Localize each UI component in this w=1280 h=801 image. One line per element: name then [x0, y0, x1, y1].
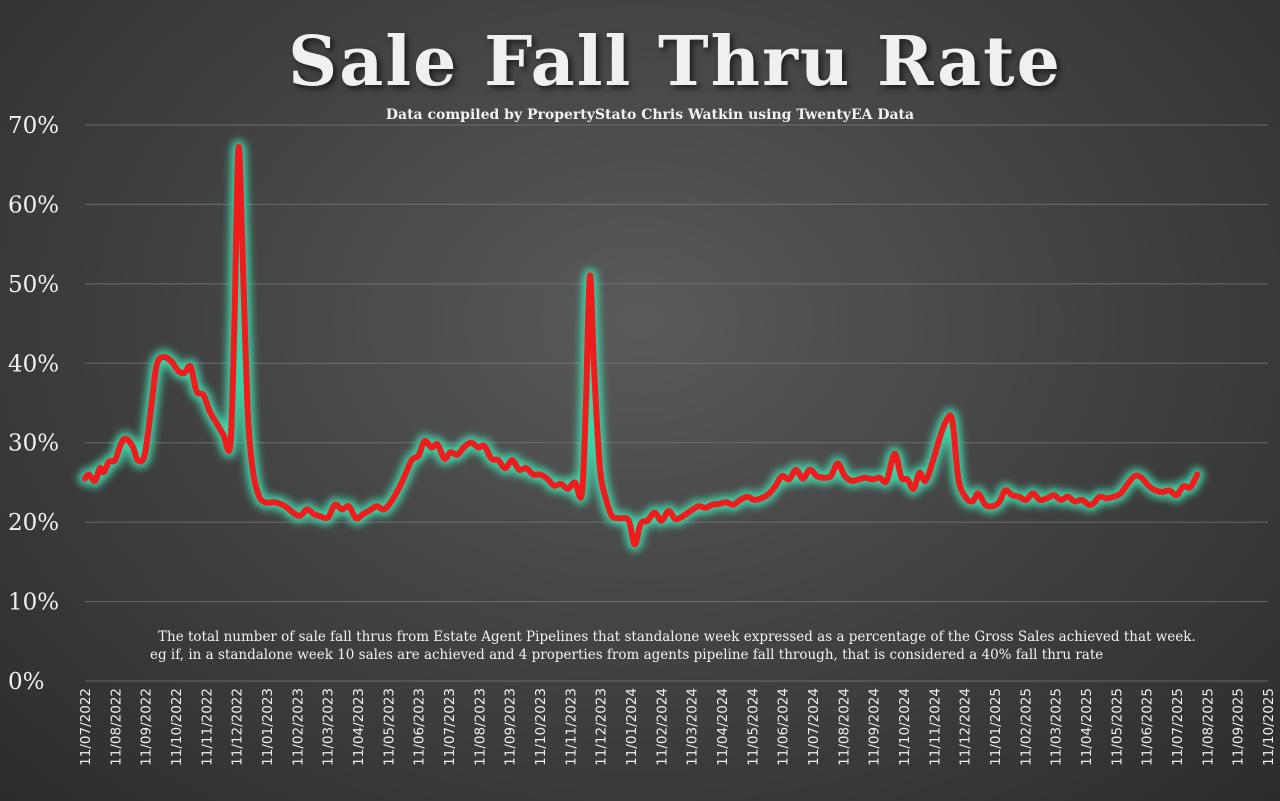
x-tick-label: 11/11/2024: [927, 688, 943, 766]
grid-lines: [85, 124, 1268, 682]
x-axis: 11/07/2022 11/08/2022 11/09/2022 11/10/2022…: [78, 688, 1277, 766]
x-tick-label: 11/10/2022: [169, 688, 185, 766]
x-tick-label: 11/01/2024: [624, 688, 640, 766]
x-tick-label: 11/02/2025: [1018, 688, 1034, 766]
x-tick-label: 11/03/2025: [1049, 688, 1065, 766]
note-line-2: eg if, in a standalone week 10 sales are…: [150, 647, 1104, 663]
x-tick-label: 11/10/2024: [897, 688, 913, 766]
series-line-glow: [78, 140, 1205, 552]
y-tick-label: 0%: [8, 669, 45, 695]
x-tick-label: 11/03/2024: [685, 688, 701, 766]
y-tick-label: 30%: [8, 431, 59, 457]
x-tick-label: 11/05/2025: [1109, 688, 1125, 766]
series-group: [78, 140, 1205, 552]
note-line-1: The total number of sale fall thrus from…: [158, 629, 1196, 645]
x-tick-label: 11/03/2023: [321, 688, 337, 766]
x-tick-label: 11/09/2025: [1231, 688, 1247, 766]
x-tick-label: 11/01/2023: [260, 688, 276, 766]
x-tick-label: 11/12/2024: [958, 688, 974, 766]
x-tick-label: 11/02/2024: [654, 688, 670, 766]
x-tick-label: 11/04/2024: [715, 688, 731, 766]
x-tick-label: 11/11/2022: [199, 688, 215, 766]
chart-note: The total number of sale fall thrus from…: [150, 628, 1250, 664]
x-tick-label: 11/06/2025: [1140, 688, 1156, 766]
y-tick-label: 20%: [8, 510, 59, 536]
x-tick-label: 11/09/2022: [139, 688, 155, 766]
x-tick-label: 11/07/2022: [78, 688, 94, 766]
x-tick-label: 11/06/2023: [412, 688, 428, 766]
y-tick-label: 50%: [8, 272, 59, 298]
x-tick-label: 11/09/2024: [867, 688, 883, 766]
x-tick-label: 11/05/2024: [745, 688, 761, 766]
x-tick-label: 11/07/2023: [442, 688, 458, 766]
y-tick-label: 60%: [8, 192, 59, 218]
x-tick-label: 11/10/2025: [1261, 688, 1277, 766]
x-tick-label: 11/07/2025: [1170, 688, 1186, 766]
x-tick-label: 11/04/2023: [351, 688, 367, 766]
x-tick-label: 11/01/2025: [988, 688, 1004, 766]
y-tick-label: 10%: [8, 590, 59, 616]
x-tick-label: 11/06/2024: [776, 688, 792, 766]
series-line: [82, 144, 1201, 548]
x-tick-label: 11/10/2023: [533, 688, 549, 766]
x-tick-label: 11/08/2023: [472, 688, 488, 766]
x-tick-label: 11/11/2023: [563, 688, 579, 766]
x-tick-label: 11/07/2024: [806, 688, 822, 766]
chart-subtitle: Data compiled by PropertyStato Chris Wat…: [385, 107, 915, 123]
y-tick-label: 40%: [8, 351, 59, 377]
chart-title: Sale Fall Thru Rate: [288, 22, 1062, 102]
y-tick-label: 70%: [8, 113, 59, 139]
x-tick-label: 11/09/2023: [503, 688, 519, 766]
x-tick-label: 11/08/2025: [1200, 688, 1216, 766]
x-tick-label: 11/02/2023: [290, 688, 306, 766]
y-axis: 0% 10% 20% 30% 40% 50% 60% 70%: [8, 113, 59, 695]
x-tick-label: 11/08/2024: [836, 688, 852, 766]
x-tick-label: 11/12/2022: [230, 688, 246, 766]
x-tick-label: 11/12/2023: [594, 688, 610, 766]
x-tick-label: 11/08/2022: [108, 688, 124, 766]
x-tick-label: 11/05/2023: [381, 688, 397, 766]
x-tick-label: 11/04/2025: [1079, 688, 1095, 766]
